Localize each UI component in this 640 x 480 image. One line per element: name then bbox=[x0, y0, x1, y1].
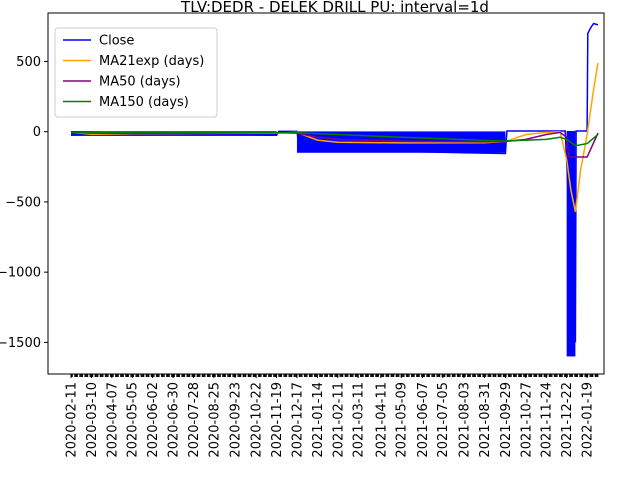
y-tick-label: 500 bbox=[16, 55, 41, 70]
series-line-ma150-days bbox=[70, 131, 599, 147]
legend-box bbox=[54, 27, 218, 118]
legend-label: Close bbox=[99, 34, 134, 49]
y-tick-label: −1500 bbox=[0, 336, 41, 351]
x-tick-label: 2021-06-07 bbox=[416, 382, 431, 458]
close-band-1 bbox=[296, 131, 506, 153]
x-tick-label: 2021-07-05 bbox=[436, 382, 451, 458]
legend-label: MA21exp (days) bbox=[99, 54, 204, 69]
x-tick-label: 2021-08-03 bbox=[457, 382, 472, 458]
x-tick-label: 2021-01-14 bbox=[311, 382, 326, 458]
x-tick-label: 2022-01-19 bbox=[581, 382, 596, 458]
y-tick-label: 0 bbox=[33, 125, 41, 140]
chart-title: TLV:DEDR - DELEK DRILL PU: interval=1d bbox=[180, 0, 489, 16]
x-tick-label: 2021-08-31 bbox=[478, 382, 493, 458]
y-axis: 500 0 −500 −1000 −1500 bbox=[0, 55, 48, 351]
x-tick-label: 2020-03-10 bbox=[85, 382, 100, 458]
x-tick-label: 2021-10-27 bbox=[519, 382, 534, 458]
x-tick-label: 2020-06-02 bbox=[146, 382, 161, 458]
legend: Close MA21exp (days) MA50 (days) MA150 (day… bbox=[54, 27, 218, 118]
x-tick-label: 2020-07-28 bbox=[187, 382, 202, 458]
x-tick-label: 2021-11-24 bbox=[540, 382, 555, 458]
x-tick-label: 2021-09-29 bbox=[499, 382, 514, 458]
x-tick-label: 2020-11-19 bbox=[270, 382, 285, 458]
series-line-close bbox=[70, 22, 599, 343]
x-tick-label: 2020-12-17 bbox=[290, 382, 305, 458]
x-tick-label: 2021-02-11 bbox=[331, 382, 346, 458]
x-tick-label: 2020-02-11 bbox=[65, 382, 80, 458]
x-tick-label: 2021-12-22 bbox=[560, 382, 575, 458]
x-tick-label: 2020-08-25 bbox=[207, 382, 222, 458]
x-tick-label: 2020-09-23 bbox=[229, 382, 244, 458]
x-tick-label: 2020-05-05 bbox=[126, 382, 141, 458]
legend-label: MA50 (days) bbox=[99, 75, 181, 90]
x-tick-label: 2021-03-11 bbox=[352, 382, 367, 458]
x-tick-label: 2020-10-22 bbox=[250, 382, 265, 458]
x-tick-label: 2020-06-30 bbox=[167, 382, 182, 458]
y-tick-label: −500 bbox=[5, 195, 41, 210]
legend-label: MA150 (days) bbox=[99, 95, 189, 110]
x-axis: 2020-02-11 2020-03-10 2020-04-07 2020-05-05… bbox=[65, 374, 599, 458]
y-tick-label: −1000 bbox=[0, 266, 41, 281]
series-lines bbox=[70, 22, 599, 343]
x-tick-label: 2021-04-11 bbox=[374, 382, 389, 458]
x-tick-label: 2021-05-09 bbox=[395, 382, 410, 458]
x-tick-label: 2020-04-07 bbox=[105, 382, 120, 458]
